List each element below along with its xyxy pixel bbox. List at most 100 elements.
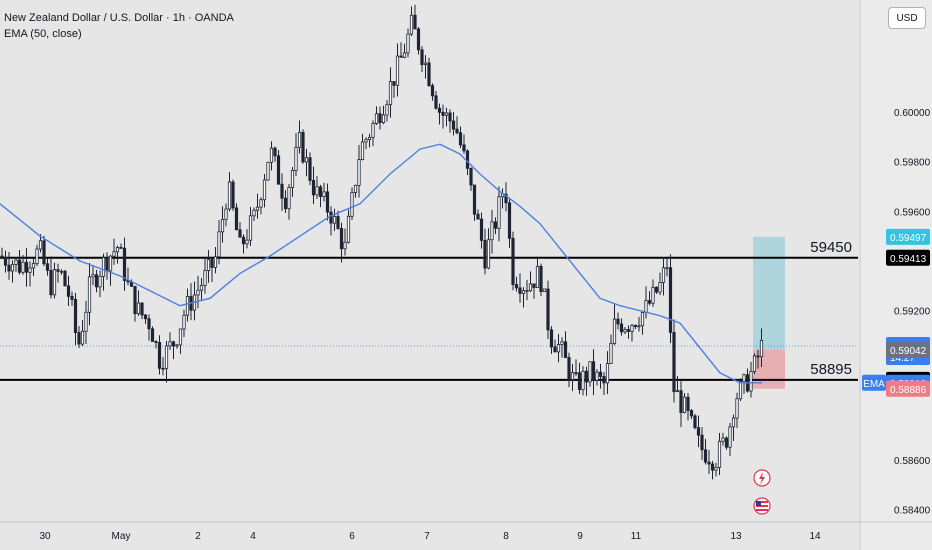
candle-body [721, 437, 725, 442]
candle-body [654, 286, 659, 293]
candle-body [266, 161, 270, 181]
candle-body [388, 81, 393, 106]
candle-body [563, 341, 568, 358]
candle-body [416, 28, 421, 51]
candle-body [514, 284, 519, 289]
candle-body [80, 330, 85, 345]
candle-body [360, 141, 365, 160]
candle-body [448, 112, 452, 122]
price-tag-target: 0.59497 [886, 228, 930, 245]
us-flag-stripe [756, 507, 768, 509]
candle-body [161, 367, 165, 370]
candle-body [245, 239, 249, 245]
y-tick-label: 0.59200 [894, 307, 931, 318]
candle-body [287, 187, 291, 210]
candle-body [98, 275, 102, 288]
ema-line [0, 143, 762, 384]
candle-body [227, 181, 232, 210]
candle-body [262, 179, 267, 201]
profit-zone [753, 236, 785, 350]
x-tick-label: 4 [250, 531, 256, 542]
candle-body [504, 193, 508, 204]
candle-body [154, 341, 158, 343]
candle-body [210, 259, 214, 268]
candle-body [3, 256, 8, 266]
candle-body [437, 107, 442, 113]
candle-body [45, 263, 50, 271]
candle-body [455, 128, 459, 134]
candle-body [542, 288, 547, 293]
candle-body [297, 132, 302, 148]
candle-body [689, 410, 694, 417]
candle-body [374, 113, 379, 124]
price-tag-bg [886, 341, 930, 358]
candle-body [560, 341, 564, 345]
candle-body [591, 361, 596, 381]
y-tick-label: 0.59600 [894, 207, 931, 218]
candle-body [546, 288, 550, 331]
candle-body [525, 290, 529, 293]
candle-body [59, 270, 64, 273]
candle-body [101, 257, 106, 277]
candle-body [91, 274, 95, 278]
candle-body [679, 390, 683, 413]
candle-body [630, 325, 634, 332]
candle-body [518, 287, 522, 294]
candle-body [24, 261, 29, 273]
candle-body [42, 240, 46, 265]
candle-body [280, 183, 284, 199]
indicator-label: EMA (50, close) [4, 28, 82, 40]
y-tick-label: 0.60000 [894, 108, 931, 119]
candle-body [724, 437, 729, 448]
candle-body [511, 237, 515, 285]
candle-body [392, 81, 396, 86]
candle-body [367, 136, 372, 141]
candle-body [399, 55, 403, 58]
candle-body [332, 216, 337, 224]
candle-body [738, 381, 743, 400]
candle-body [248, 215, 253, 241]
candle-body [185, 296, 190, 316]
price-tag-text: 0.58886 [890, 385, 927, 396]
currency-button[interactable]: USD [888, 7, 926, 29]
candle-body [224, 208, 228, 220]
candle-body [147, 318, 151, 330]
candle-body [612, 318, 617, 344]
candle-body [259, 199, 263, 208]
candle-body [385, 104, 389, 116]
us-flag-stripe [756, 503, 768, 505]
candle-body [315, 186, 319, 196]
candle-body [269, 147, 274, 163]
candle-body [742, 374, 746, 382]
price-tag-bg [886, 228, 930, 245]
candle-body [364, 139, 368, 143]
candle-body [486, 239, 491, 269]
candle-body [63, 270, 67, 287]
candle-body [182, 314, 186, 330]
candle-body [714, 466, 718, 471]
candle-body [703, 449, 708, 463]
candle-body [28, 267, 32, 273]
candle-body [66, 285, 71, 297]
candle-body [574, 372, 578, 375]
candle-body [73, 298, 78, 333]
lightning-glyph [759, 472, 765, 485]
price-tag-dark: 0.59413 [886, 249, 930, 266]
y-tick-label: 0.58600 [894, 456, 931, 467]
candle-body [469, 167, 473, 186]
candle-body [584, 370, 589, 383]
candle-body [668, 267, 673, 333]
candle-body [707, 461, 711, 465]
price-tag-text: 0.59497 [890, 233, 927, 244]
us-flag-body [756, 501, 768, 511]
candle-body [357, 159, 361, 186]
candle-body [451, 120, 456, 130]
candle-body [234, 207, 239, 231]
price-tag-bg [886, 249, 930, 266]
candle-body [115, 247, 120, 253]
candle-body [700, 434, 704, 451]
candle-body [171, 341, 176, 347]
candle-body [199, 285, 204, 291]
